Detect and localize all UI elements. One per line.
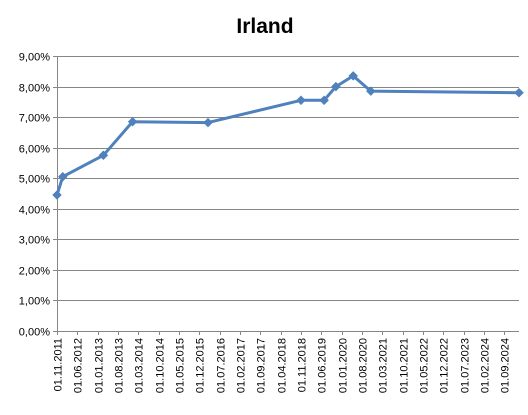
data-point-marker	[52, 190, 62, 200]
x-tick-label: 01.11.2011	[53, 338, 65, 391]
x-tick-label: 01.07.2016	[216, 338, 228, 393]
x-tick-label: 01.03.2021	[378, 338, 390, 393]
x-tick-label: 01.02.2017	[236, 338, 248, 393]
x-tick-label: 01.09.2017	[256, 338, 268, 393]
y-axis-ticks: 0,00% 1,00% 2,00% 3,00% 4,00% 5,00% 6,00% 7,00%…	[19, 52, 57, 339]
data-point-marker	[57, 171, 68, 182]
gridlines	[57, 56, 519, 301]
x-tick-label: 01.05.2022	[419, 338, 431, 393]
y-tick-label: 8,00%	[19, 83, 50, 95]
y-tick-label: 5,00%	[19, 174, 50, 186]
data-point-marker	[319, 95, 329, 106]
x-tick-label: 01.04.2018	[277, 338, 289, 393]
y-tick-label: 6,00%	[19, 144, 50, 156]
data-point-marker	[127, 116, 138, 127]
data-point-marker	[296, 95, 306, 106]
x-tick-label: 01.03.2014	[134, 338, 146, 393]
y-tick-label: 2,00%	[19, 266, 50, 278]
x-tick-label: 01.01.2020	[338, 338, 350, 393]
x-tick-label: 01.05.2015	[175, 338, 187, 393]
data-point-marker	[203, 117, 213, 128]
data-point-marker	[331, 81, 341, 92]
x-axis-ticks: 01.11.2011 01.06.2012 01.01.2013 01.08.2013…	[53, 331, 512, 393]
data-point-marker	[365, 86, 376, 96]
series-line	[55, 74, 520, 196]
x-tick-label: 01.06.2012	[73, 338, 85, 393]
y-tick-label: 4,00%	[19, 205, 50, 217]
y-tick-label: 1,00%	[19, 296, 50, 308]
x-tick-label: 01.12.2022	[439, 338, 451, 393]
y-tick-label: 0,00%	[19, 327, 50, 339]
x-tick-label: 01.12.2015	[195, 338, 207, 393]
x-tick-label: 01.11.2018	[297, 338, 309, 392]
x-tick-label: 01.06.2019	[317, 338, 329, 393]
axes	[57, 56, 519, 332]
chart-title: Irland	[236, 15, 293, 38]
x-tick-label: 01.10.2014	[155, 338, 167, 393]
data-point-marker	[348, 71, 359, 81]
x-tick-label: 01.09.2024	[500, 338, 512, 393]
y-tick-label: 9,00%	[19, 52, 50, 64]
x-tick-label: 01.08.2020	[358, 338, 370, 393]
x-tick-label: 01.01.2013	[94, 338, 106, 393]
x-tick-label: 01.02.2024	[480, 338, 492, 393]
y-tick-label: 3,00%	[19, 235, 50, 247]
y-tick-label: 7,00%	[19, 113, 50, 125]
x-tick-label: 01.07.2023	[460, 338, 472, 393]
x-tick-label: 01.10.2021	[399, 338, 411, 393]
data-point-marker	[514, 87, 524, 98]
x-tick-label: 01.08.2013	[114, 338, 126, 393]
data-point-marker	[98, 150, 109, 161]
data-series	[52, 71, 524, 200]
